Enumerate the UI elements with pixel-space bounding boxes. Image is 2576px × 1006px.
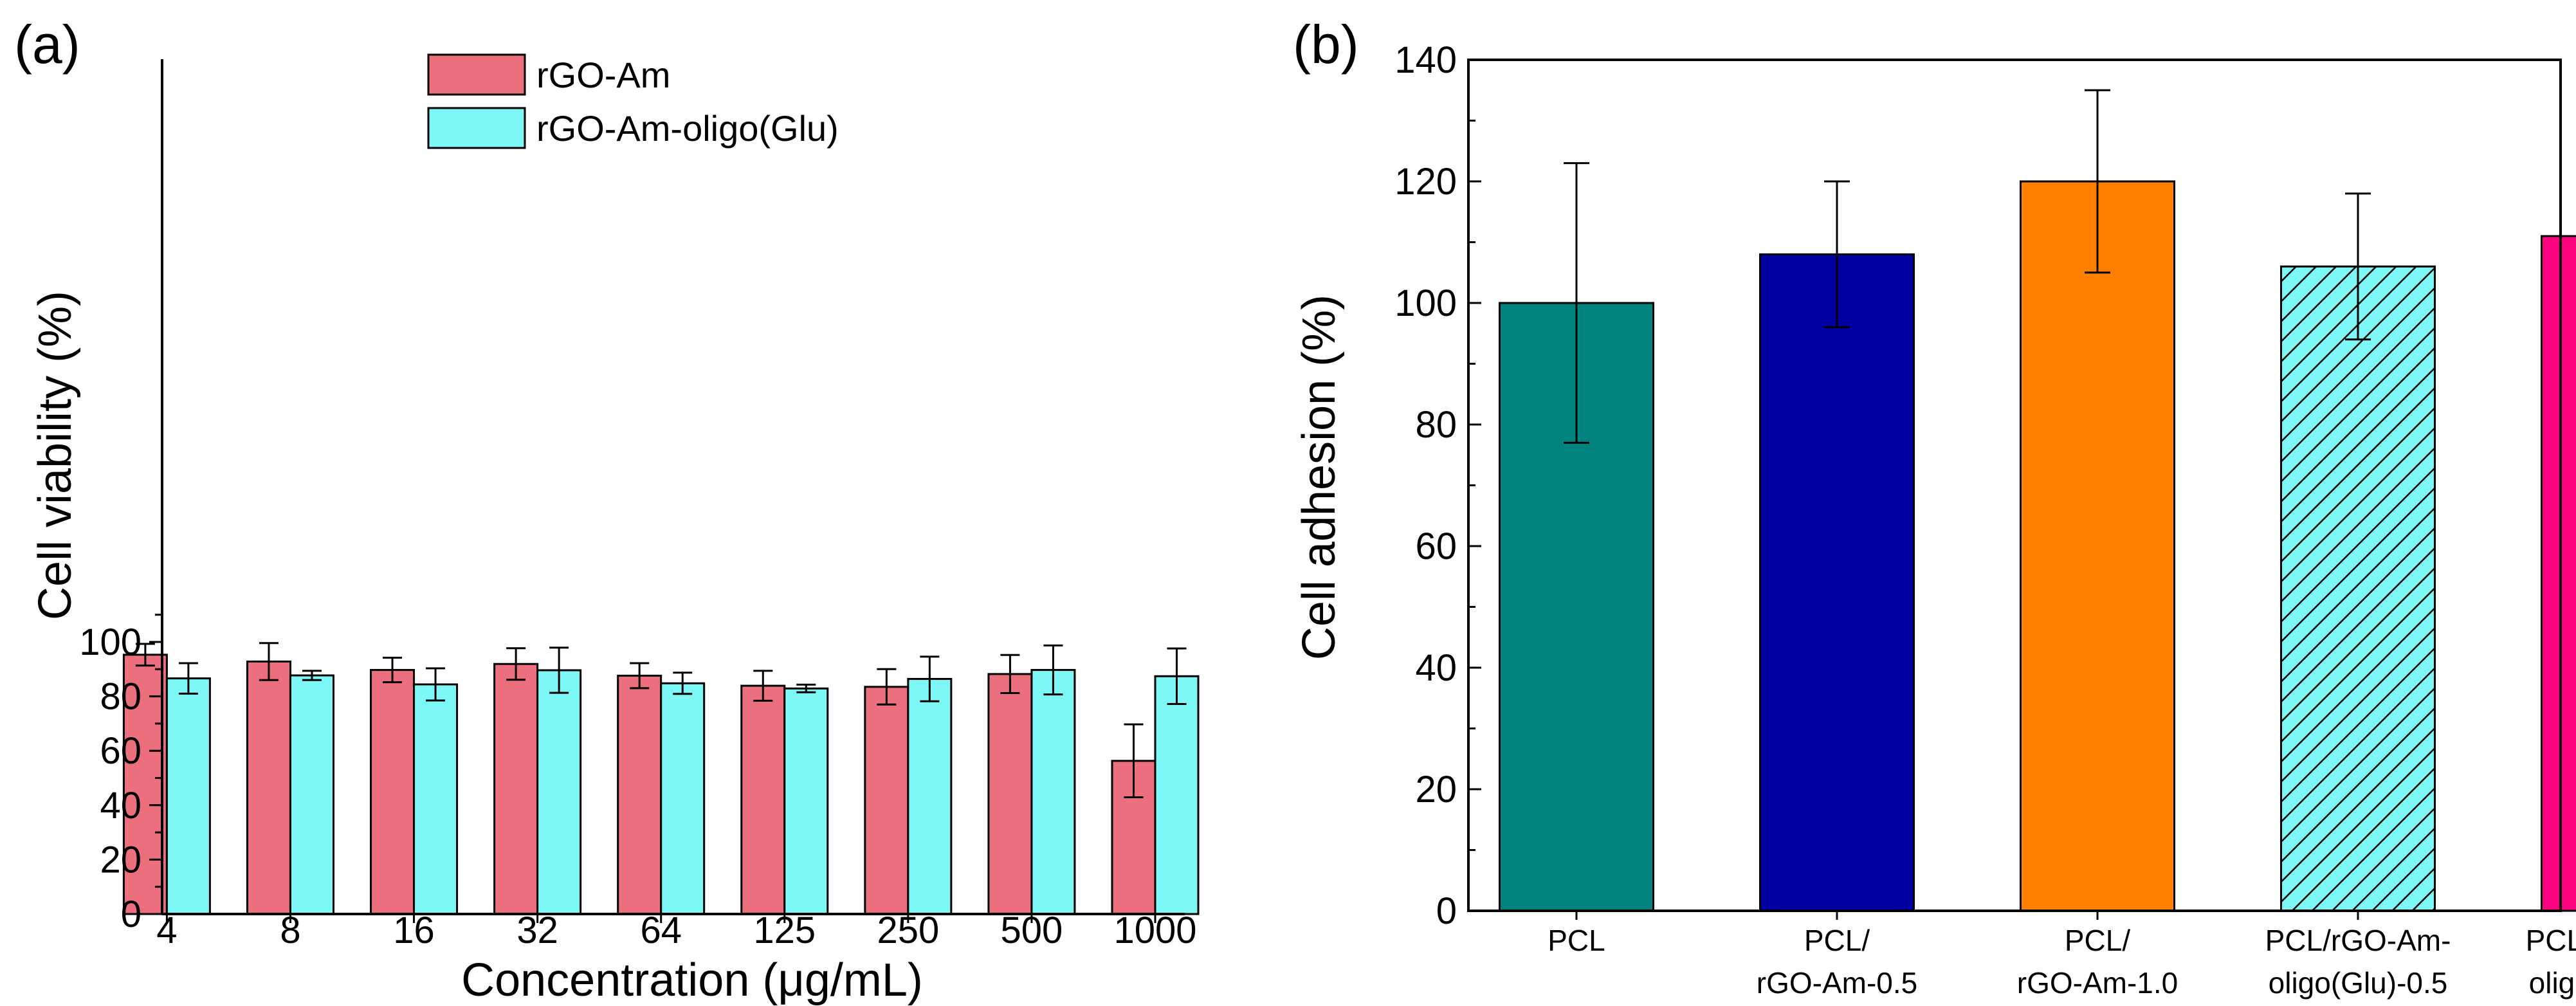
legend-swatch-rgo-am <box>427 53 526 96</box>
bar-rgo-am-16-error <box>383 657 403 684</box>
bar-rgo-am-oligo-glu-32 <box>536 669 582 915</box>
legend-swatch-rgo-am-oligo-glu <box>427 107 526 149</box>
y-tick-label-100: 100 <box>79 621 142 663</box>
bar-rgo-am-500-error <box>1000 654 1020 695</box>
bar-rgo-am-32 <box>493 663 539 915</box>
panel-a-legend: rGO-Am rGO-Am-oligo(Glu) <box>427 53 839 149</box>
y-tick-label-80: 80 <box>100 676 142 718</box>
bar-pcl-rgo-am-oligo-glu-0-5-error <box>2345 192 2371 341</box>
bar-rgo-am-1000-error <box>1124 723 1144 799</box>
panel-a-xlabel-close: ) <box>908 955 923 1006</box>
y-tick-label-0: 0 <box>121 893 142 935</box>
y-tick-label-80: 80 <box>1415 404 1457 446</box>
bar-rgo-am-64 <box>617 674 662 915</box>
bar-rgo-am-oligo-glu-500 <box>1030 669 1076 915</box>
panel-a-xlabel: Concentration (μg/mL) <box>461 955 923 1006</box>
bar-rgo-am-16 <box>370 669 416 915</box>
x-tick-label-3-line2: oligo(Glu)-0.5 <box>2269 966 2448 1000</box>
y-tick-label-60: 60 <box>100 730 142 772</box>
bar-rgo-am-125 <box>740 684 786 915</box>
y-tick-label-40: 40 <box>1415 647 1457 689</box>
x-tick-label-1-line1: PCL/ <box>1804 924 1870 957</box>
bar-rgo-am-oligo-glu-64 <box>660 682 706 915</box>
bar-rgo-am-250-error <box>877 668 897 706</box>
panel-b-bars <box>1499 89 2576 912</box>
panel-b-ylabel: Cell adhesion (%) <box>1293 295 1345 660</box>
y-tick-label-40: 40 <box>100 785 142 827</box>
panel-a-xlabel-unit: μg/mL <box>778 955 908 1006</box>
y-tick-label-60: 60 <box>1415 526 1457 567</box>
bar-rgo-am-oligo-glu-4 <box>165 677 211 915</box>
bar-pcl-rgo-am-oligo-glu-1-0 <box>2541 235 2576 912</box>
bar-pcl-rgo-am-0-5 <box>1759 253 1915 912</box>
panel-b-chart: (b) Cell adhesion (%) PCL PCL/rGO-Am-0.5P… <box>1293 14 2576 1000</box>
x-tick-label-0-line1: PCL <box>1548 924 1605 957</box>
bar-rgo-am-oligo-glu-250 <box>907 678 953 915</box>
bar-rgo-am-oligo-glu-1000 <box>1154 675 1200 915</box>
bar-rgo-am-500 <box>987 673 1033 915</box>
bar-pcl-rgo-am-1-0 <box>2020 180 2175 912</box>
bar-rgo-am-oligo-glu-8-error <box>302 670 322 681</box>
x-tick-label-2-line1: PCL/ <box>2065 924 2130 957</box>
panel-a-chart: (a) Cell viability (%) Concentration (μg… <box>14 14 1200 1006</box>
legend-label-rgo-am-oligo-glu: rGO-Am-oligo(Glu) <box>536 108 839 149</box>
bar-rgo-am-oligo-glu-1000-error <box>1167 647 1187 705</box>
bar-pcl-rgo-am-1-0-error <box>2085 89 2110 274</box>
bar-rgo-am-oligo-glu-32-error <box>549 646 569 694</box>
panel-a-label: (a) <box>14 14 80 75</box>
bar-rgo-am-250 <box>864 686 909 915</box>
bar-rgo-am-32-error <box>506 647 526 681</box>
bar-rgo-am-125-error <box>753 670 773 702</box>
y-tick-label-0: 0 <box>1436 890 1457 932</box>
bar-rgo-am-64-error <box>630 662 650 690</box>
bar-rgo-am-8 <box>246 660 291 915</box>
bar-rgo-am-oligo-glu-500-error <box>1043 644 1063 696</box>
y-tick-label-120: 120 <box>1394 161 1457 203</box>
panel-a-bars <box>122 642 1200 915</box>
bar-rgo-am-4-error <box>135 643 155 667</box>
bar-pcl-rgo-am-0-5-error <box>1824 180 1850 329</box>
x-tick-label-1-line2: rGO-Am-0.5 <box>1757 966 1917 1000</box>
bar-pcl-rgo-am-oligo-glu-0-5 <box>2280 265 2436 912</box>
x-tick-label-4-line1: PCL/rGO-Am- <box>2526 924 2576 957</box>
bar-rgo-am-oligo-glu-4-error <box>178 662 198 695</box>
bar-rgo-am-8-error <box>259 642 279 681</box>
y-tick-label-140: 140 <box>1394 39 1457 81</box>
x-tick-label-3-line1: PCL/rGO-Am- <box>2265 924 2451 957</box>
y-tick-label-100: 100 <box>1394 282 1457 324</box>
bar-rgo-am-oligo-glu-125-error <box>796 683 816 693</box>
bar-rgo-am-oligo-glu-125 <box>783 687 829 915</box>
legend-label-rgo-am: rGO-Am <box>536 55 670 95</box>
x-tick-label-2-line2: rGO-Am-1.0 <box>2017 966 2178 1000</box>
bar-pcl-error <box>1564 162 1589 444</box>
panel-b-label: (b) <box>1293 14 1359 75</box>
bar-rgo-am-oligo-glu-250-error <box>920 655 940 702</box>
bar-rgo-am-oligo-glu-16-error <box>426 667 446 702</box>
x-tick-label-4-line2: oligo(Glu)-1.0 <box>2529 966 2576 1000</box>
y-tick-label-20: 20 <box>100 839 142 881</box>
panel-a-ylabel: Cell viability (%) <box>30 291 81 620</box>
bar-rgo-am-oligo-glu-16 <box>413 683 459 915</box>
bar-rgo-am-oligo-glu-8 <box>289 674 334 915</box>
bar-rgo-am-oligo-glu-64-error <box>673 672 693 695</box>
panel-a-xlabel-main: Concentration ( <box>461 955 778 1006</box>
panel-b-axes: PCL PCL/rGO-Am-0.5 PCL/rGO-Am-1.0 PCL/rGO-A… <box>1394 39 2576 1000</box>
y-tick-label-20: 20 <box>1415 769 1457 810</box>
bar-rgo-am-4 <box>122 654 168 915</box>
